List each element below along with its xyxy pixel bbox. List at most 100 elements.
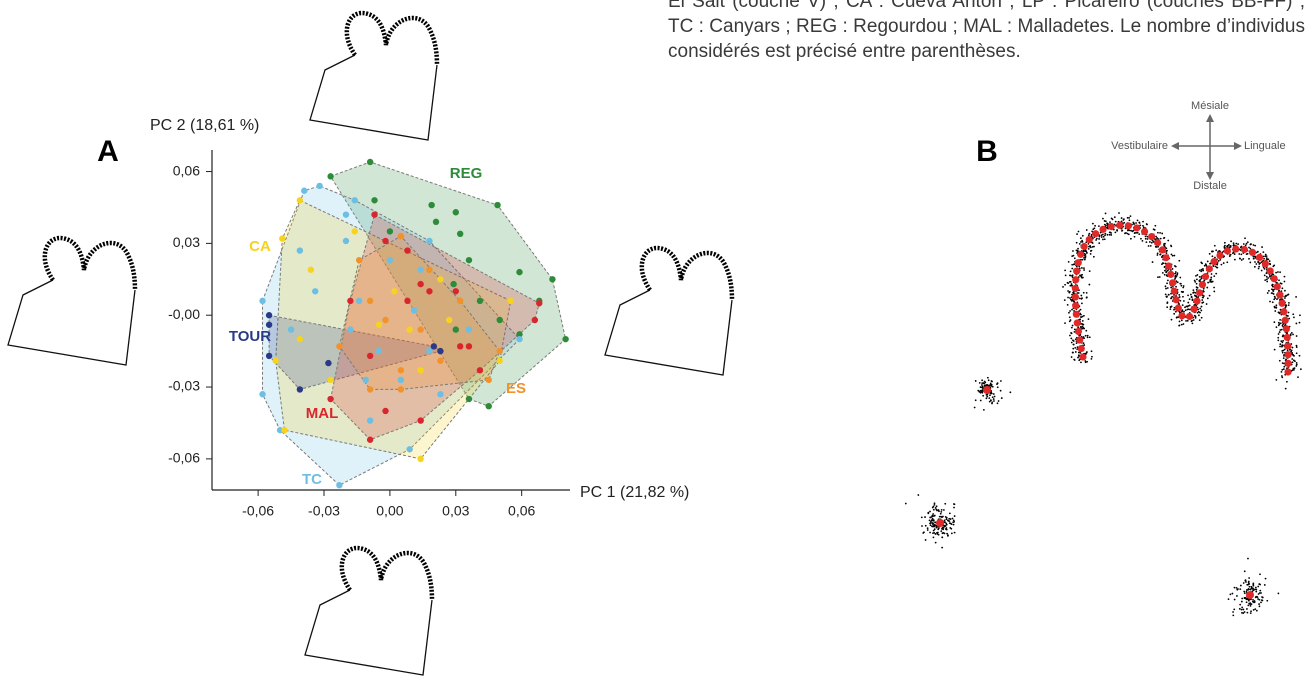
- point: [382, 316, 389, 324]
- landmark-dot: [930, 520, 932, 523]
- landmark-dot: [1181, 309, 1184, 311]
- landmark-dot: [1238, 607, 1241, 610]
- landmark-dot: [1206, 297, 1209, 300]
- landmark-dot: [1070, 337, 1073, 340]
- point: [452, 209, 459, 216]
- landmark-dot: [1198, 275, 1201, 278]
- landmark-dot: [1285, 314, 1288, 317]
- point: [327, 395, 334, 403]
- landmark-dot: [1077, 354, 1080, 356]
- landmark-dot: [1295, 344, 1298, 347]
- landmark-dot: [937, 527, 940, 530]
- landmark-dot: [1173, 264, 1176, 267]
- landmark-dot: [1269, 275, 1271, 278]
- landmark-dot: [1241, 597, 1244, 600]
- landmark-dot: [1242, 582, 1245, 584]
- landmark-dot: [1258, 263, 1261, 265]
- landmark-dot: [1278, 331, 1281, 333]
- landmark-dot: [935, 505, 938, 508]
- landmark-dot: [1078, 242, 1081, 245]
- landmark-dot: [1100, 234, 1103, 237]
- tooth-outline: [8, 238, 135, 365]
- landmark-dot: [942, 528, 945, 531]
- legend-label: TOUR: [229, 328, 271, 345]
- landmark-dot: [1285, 304, 1288, 307]
- landmark-mean: [1178, 312, 1186, 320]
- landmark-dot: [1187, 305, 1190, 307]
- landmark-dot: [1229, 254, 1231, 256]
- landmark-dot: [1277, 311, 1280, 314]
- landmark-dot: [1167, 293, 1170, 296]
- point: [351, 197, 358, 204]
- landmark-dot: [1088, 270, 1091, 272]
- landmark-dot: [1270, 288, 1273, 291]
- landmark-dot: [1258, 603, 1260, 605]
- landmark-dot: [1191, 319, 1193, 322]
- landmark-dot: [1263, 274, 1266, 277]
- landmark-mean: [1223, 247, 1232, 255]
- landmark-dot: [1226, 261, 1229, 264]
- landmark-dot: [1275, 378, 1278, 381]
- landmark-dot: [1170, 297, 1173, 299]
- landmark-dot: [1081, 320, 1084, 322]
- landmark-dot: [924, 524, 927, 527]
- landmark-dot: [1157, 276, 1159, 279]
- landmark-dot: [1264, 279, 1267, 281]
- landmark-dot: [1232, 242, 1235, 245]
- landmark-dot: [1144, 237, 1147, 240]
- landmark-mean: [1116, 221, 1124, 229]
- landmark-dot: [1281, 345, 1283, 348]
- landmark-dot: [1079, 308, 1082, 311]
- landmark-dot: [1271, 301, 1274, 304]
- landmark-dot: [1246, 611, 1249, 614]
- landmark-dot: [1079, 325, 1082, 328]
- point: [327, 376, 334, 384]
- landmark-dot: [1095, 239, 1098, 241]
- landmark-dot: [1170, 318, 1173, 321]
- landmark-dot: [1188, 308, 1191, 311]
- landmark-dot: [978, 390, 981, 393]
- landmark-dot: [1193, 294, 1196, 297]
- landmark-dot: [1252, 608, 1255, 611]
- landmark-dot: [933, 531, 936, 534]
- landmark-dot: [944, 528, 947, 530]
- landmark-mean: [1074, 259, 1082, 267]
- landmark-dot: [1292, 359, 1295, 362]
- point: [417, 367, 424, 374]
- landmark-dot: [1215, 266, 1218, 269]
- landmark-dot: [1198, 319, 1201, 322]
- landmark-dot: [1074, 351, 1077, 353]
- landmark-dot: [1069, 297, 1071, 299]
- landmark-dot: [1129, 237, 1132, 240]
- landmark-dot: [1085, 291, 1088, 294]
- landmark-dot: [1265, 257, 1268, 259]
- landmark-dot: [991, 380, 993, 383]
- landmark-dot: [1277, 336, 1280, 339]
- landmark-dot: [934, 507, 937, 509]
- point: [316, 182, 323, 190]
- landmark-dot: [1254, 244, 1257, 247]
- landmark-dot: [1279, 345, 1281, 348]
- landmark-dot: [949, 526, 952, 529]
- point: [272, 357, 279, 364]
- landmark-dot: [1091, 246, 1094, 248]
- landmark-dot: [1218, 250, 1221, 252]
- landmark-dot: [953, 515, 956, 517]
- landmark-dot: [1097, 225, 1100, 227]
- landmark-dot: [946, 535, 949, 537]
- landmark-mean: [1283, 333, 1291, 342]
- landmark-dot: [1179, 282, 1182, 285]
- landmark-dot: [1240, 253, 1243, 256]
- landmark-dot: [1071, 267, 1074, 270]
- point: [301, 187, 308, 194]
- landmark-dot: [1194, 291, 1197, 294]
- landmark-dot: [1081, 325, 1084, 328]
- landmark-dot: [1233, 258, 1236, 261]
- landmark-dot: [1275, 304, 1278, 307]
- landmark-dot: [1186, 319, 1189, 322]
- landmark-dot: [1242, 608, 1245, 611]
- point: [456, 343, 464, 350]
- landmark-mean: [1210, 258, 1218, 266]
- landmark-dot: [1260, 601, 1262, 604]
